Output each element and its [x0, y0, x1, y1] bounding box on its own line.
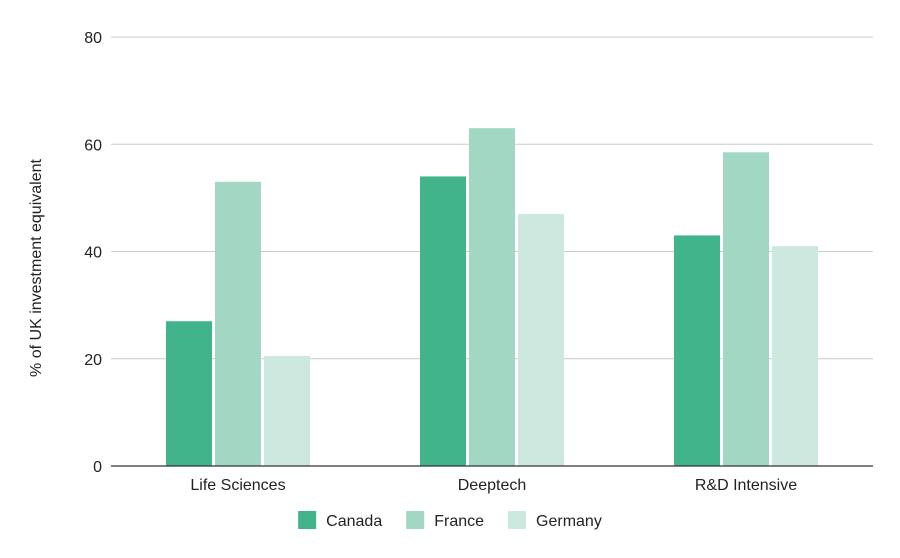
- y-tick-label: 40: [84, 245, 102, 262]
- bar-germany-life-sciences: [264, 356, 310, 466]
- legend-label: France: [434, 513, 484, 530]
- legend-label: Canada: [326, 513, 382, 530]
- legend-swatch: [406, 511, 425, 529]
- bar-canada-r-d-intensive: [674, 235, 720, 466]
- bar-germany-deeptech: [518, 213, 564, 466]
- legend-item-germany: Germany: [508, 511, 602, 530]
- bar-canada-life-sciences: [166, 321, 212, 466]
- legend-swatch: [298, 511, 317, 529]
- y-tick-label: 0: [93, 459, 102, 476]
- y-axis-ticks: 0 20 40 60 80: [84, 30, 102, 476]
- legend: Canada France Germany: [298, 511, 602, 530]
- y-tick-label: 20: [84, 352, 102, 369]
- legend-item-canada: Canada: [298, 511, 382, 530]
- legend-label: Germany: [536, 513, 602, 530]
- legend-swatch: [508, 511, 527, 529]
- legend-item-france: France: [406, 511, 484, 530]
- bar-canada-deeptech: [420, 176, 466, 467]
- bar-germany-r-d-intensive: [772, 246, 818, 466]
- x-tick-label: R&D Intensive: [695, 477, 797, 494]
- bar-france-life-sciences: [215, 181, 261, 466]
- bar-france-deeptech: [469, 128, 515, 466]
- x-axis-ticks: Life Sciences Deeptech R&D Intensive: [190, 477, 797, 494]
- bar-france-r-d-intensive: [723, 152, 769, 466]
- x-tick-label: Life Sciences: [190, 477, 285, 494]
- x-tick-label: Deeptech: [458, 477, 527, 494]
- y-axis-label: % of UK investment equivalent: [28, 159, 45, 377]
- bars: [166, 128, 818, 467]
- y-tick-label: 60: [84, 137, 102, 154]
- y-tick-label: 80: [84, 30, 102, 47]
